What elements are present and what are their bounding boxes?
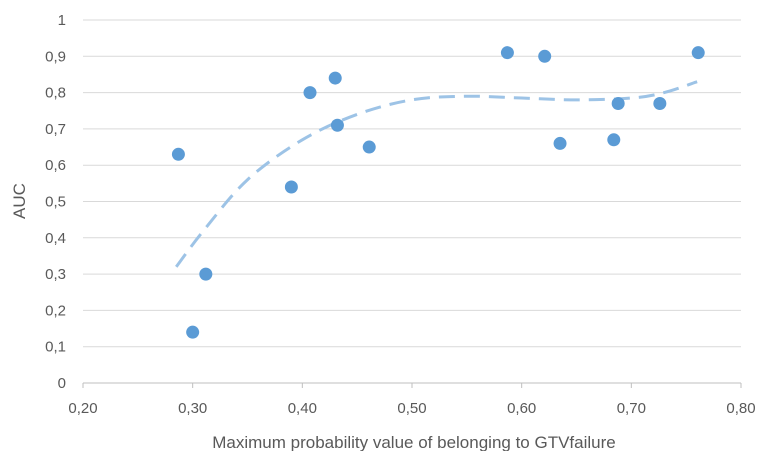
y-tick-label: 0,1 [45, 339, 66, 356]
gridlines [83, 19, 741, 348]
data-point [611, 96, 625, 110]
x-tick-label: 0,20 [68, 400, 97, 417]
x-tick-label: 0,30 [178, 400, 207, 417]
data-point [328, 71, 342, 85]
trendline-layer [175, 80, 698, 268]
data-point [303, 86, 317, 100]
axes [82, 382, 742, 388]
y-tick-label: 0,9 [45, 48, 66, 65]
data-point [653, 96, 667, 110]
data-point [362, 140, 376, 154]
x-tick-label: 0,80 [726, 400, 755, 417]
data-point [186, 325, 200, 339]
y-tick-label: 0,7 [45, 121, 66, 138]
data-point [691, 46, 705, 60]
y-tick-labels: 0 0,1 0,2 0,3 0,4 0,5 0,6 0,7 0,8 0,9 1 [45, 12, 66, 392]
x-tick-label: 0,60 [507, 400, 536, 417]
data-point [284, 180, 298, 194]
y-tick-label: 0,3 [45, 266, 66, 283]
y-tick-label: 0,2 [45, 302, 66, 319]
x-tick-label: 0,40 [288, 400, 317, 417]
trendline [175, 80, 698, 268]
y-tick-label: 0,5 [45, 194, 66, 211]
data-point [500, 46, 514, 60]
x-tick-label: 0,50 [397, 400, 426, 417]
data-point [330, 118, 344, 132]
data-point [538, 49, 552, 63]
data-point [607, 133, 621, 147]
y-tick-label: 0,4 [45, 230, 66, 247]
data-points [171, 46, 705, 339]
y-axis-title: AUC [10, 183, 29, 219]
y-tick-label: 0,6 [45, 157, 66, 174]
x-tick-labels: 0,20 0,30 0,40 0,50 0,60 0,70 0,80 [68, 400, 755, 417]
y-tick-label: 0,8 [45, 85, 66, 102]
data-point [171, 147, 185, 161]
x-tick-label: 0,70 [617, 400, 646, 417]
x-axis-title: Maximum probability value of belonging t… [212, 433, 615, 451]
data-point [553, 136, 567, 150]
y-tick-label: 0 [58, 375, 66, 392]
data-point [199, 267, 213, 281]
y-tick-label: 1 [58, 12, 66, 29]
